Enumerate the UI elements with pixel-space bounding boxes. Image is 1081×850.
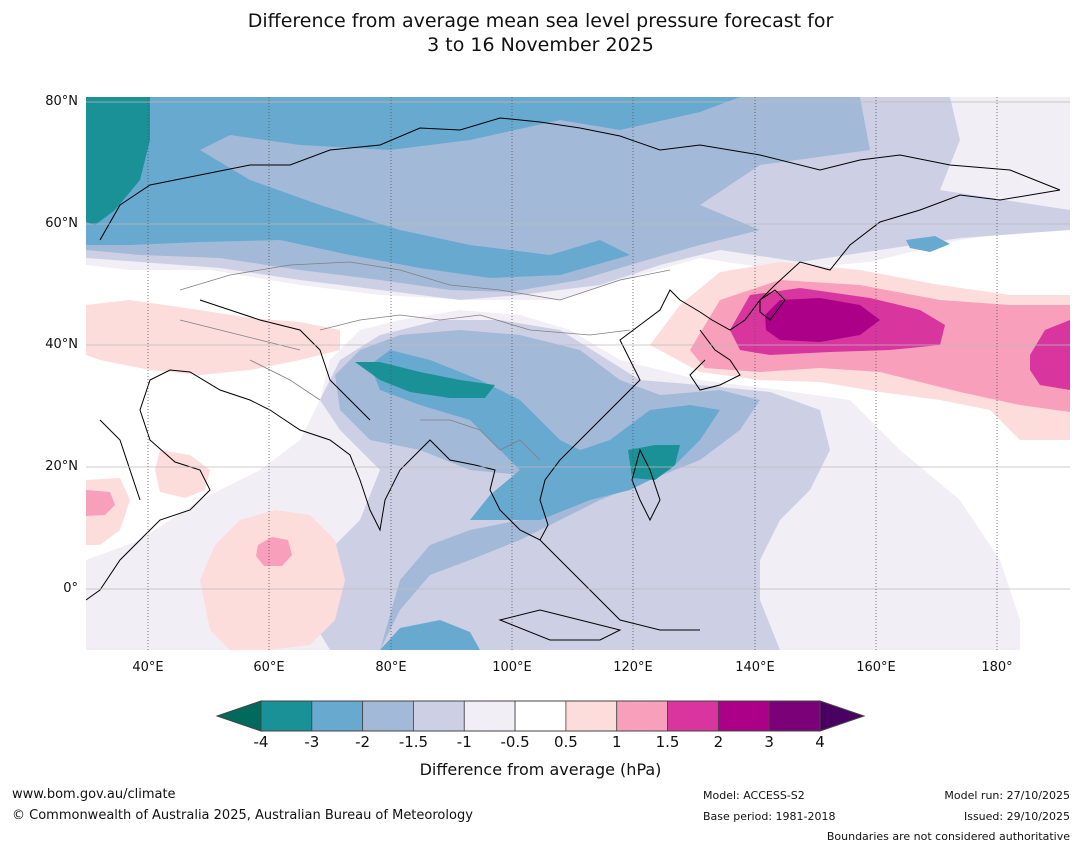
lon-label-180: 180° <box>981 660 1013 675</box>
lon-label-80e: 80°E <box>375 660 407 675</box>
colorbar-cell <box>514 700 567 732</box>
colorbar-cell <box>717 700 770 732</box>
colorbar-tick-label: 4 <box>815 733 825 751</box>
lat-label-equator: 0° <box>63 581 78 596</box>
anomaly-contour-pos-1-5-far-east <box>1030 320 1070 390</box>
anomaly-contour-pos-1-arabia <box>86 490 115 516</box>
colorbar-tick-label: -0.5 <box>500 733 530 751</box>
lat-label-80n: 80°N <box>45 94 78 109</box>
colorbar-tick-label: -1.5 <box>398 733 429 751</box>
colorbar-tick-label: -3 <box>304 733 320 751</box>
lat-label-40n: 40°N <box>45 337 78 352</box>
title-line-2: 3 to 16 November 2025 <box>427 34 654 56</box>
anomaly-contour-pos-2-east <box>765 298 880 342</box>
colorbar-outline <box>260 700 821 732</box>
colorbar-tick-label: 0.5 <box>553 733 578 751</box>
lon-label-100e: 100°E <box>492 660 532 675</box>
website-link[interactable]: www.bom.gov.au/climate <box>12 787 176 802</box>
anomaly-contour-neg-2-east <box>906 236 950 252</box>
anomaly-contour-neg-3-philippine-sea <box>628 445 680 480</box>
anomaly-contour-neg-2-north <box>86 97 740 278</box>
pressure-anomaly-map <box>86 97 1070 650</box>
colorbar-label: Difference from average (hPa) <box>419 760 662 779</box>
colorbar-tick-label: 2 <box>713 733 724 751</box>
colorbar-cell <box>413 700 465 732</box>
base-period-text: Base period: 1981-2018 <box>703 810 836 823</box>
graticule <box>86 97 1070 650</box>
coastlines <box>86 117 1061 641</box>
anomaly-contour-pos-0-5-india-west <box>155 450 210 498</box>
colorbar-tick-label: -4 <box>253 733 269 751</box>
model-run-text: Model run: 27/10/2025 <box>944 789 1070 802</box>
lon-label-140e: 140°E <box>735 660 775 675</box>
model-text: Model: ACCESS-S2 <box>703 789 805 802</box>
lon-label-160e: 160°E <box>856 660 896 675</box>
colorbar-cell <box>768 700 821 732</box>
colorbar-extend-high <box>819 700 866 732</box>
colorbar-tick-label: -2 <box>355 733 371 751</box>
copyright-text: © Commonwealth of Australia 2025, Austra… <box>12 808 473 823</box>
anomaly-contour-pos-0-5-indian-ocean <box>200 510 345 650</box>
colorbar-tick-label: 1 <box>611 733 622 751</box>
disclaimer-text: Boundaries are not considered authoritat… <box>826 830 1070 843</box>
anomaly-contour-neg-1-5-north <box>86 97 870 292</box>
colorbar <box>215 700 866 732</box>
colorbar-cell <box>311 700 364 732</box>
anomaly-contour-neg-2-sea <box>380 620 480 650</box>
anomaly-contour-pos-0-5-west <box>86 300 340 375</box>
lat-label-20n: 20°N <box>45 459 78 474</box>
lon-label-40e: 40°E <box>132 660 164 675</box>
colorbar-cell <box>260 700 313 732</box>
colorbar-cell <box>362 700 414 732</box>
colorbar-cell <box>565 700 618 732</box>
anomaly-contour-neg-3-tibet <box>355 362 495 398</box>
title-line-1: Difference from average mean sea level p… <box>247 10 834 32</box>
anomaly-contour-pos-1-indian-ocean <box>256 537 292 566</box>
lon-label-120e: 120°E <box>613 660 653 675</box>
colorbar-tick-label: 1.5 <box>655 733 680 751</box>
map-title: Difference from average mean sea level p… <box>0 9 1081 57</box>
colorbar-extend-low <box>215 700 262 732</box>
colorbar-cell <box>667 700 719 732</box>
issued-text: Issued: 29/10/2025 <box>963 810 1070 823</box>
anomaly-contour-neg-3-north <box>86 97 150 225</box>
lat-label-60n: 60°N <box>45 216 78 231</box>
colorbar-cell <box>463 700 516 732</box>
colorbar-cell <box>616 700 668 732</box>
colorbar-tick-label: 3 <box>764 733 774 751</box>
lon-label-60e: 60°E <box>253 660 285 675</box>
colorbar-tick-label: -1 <box>456 733 472 751</box>
